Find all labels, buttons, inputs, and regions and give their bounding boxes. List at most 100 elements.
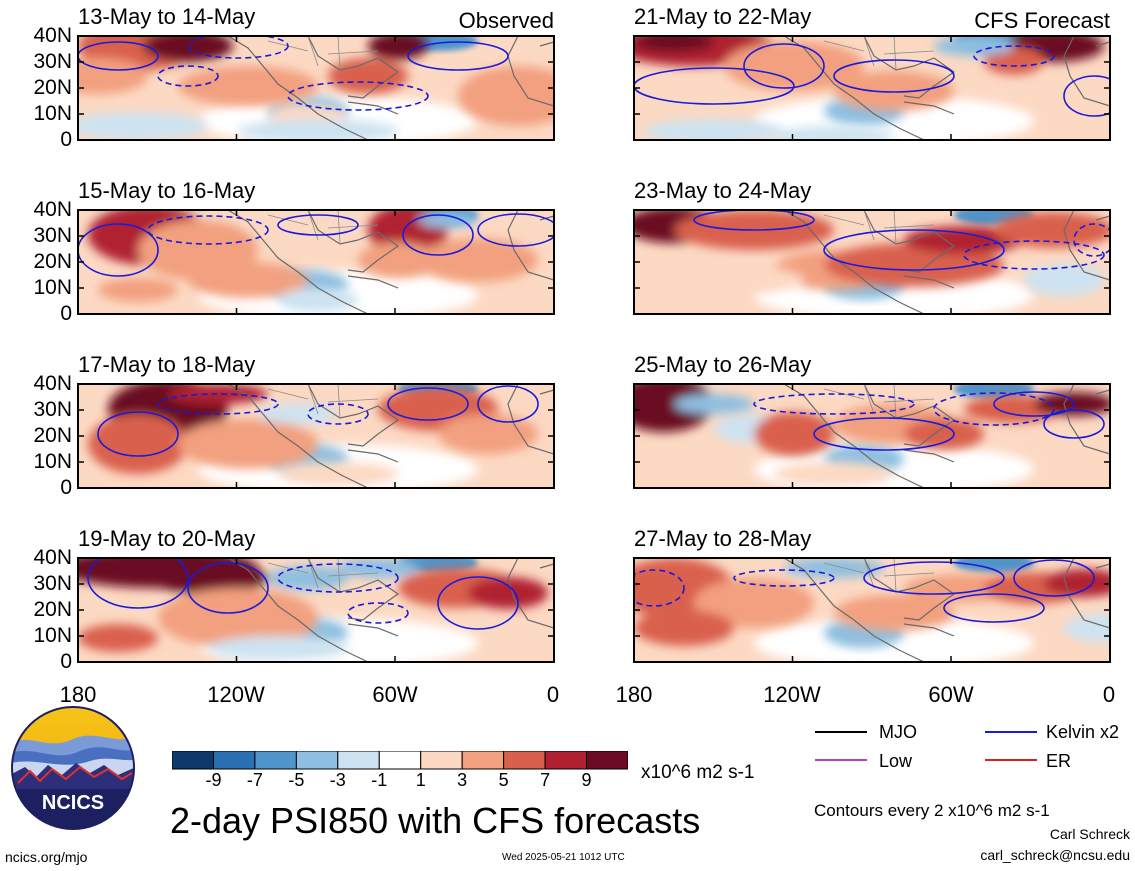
colorbar-label: -9 xyxy=(205,770,222,790)
legend-label-er: ER xyxy=(1046,751,1072,771)
x-tick-0-right: 0 xyxy=(1102,682,1116,707)
colorbar-label: -1 xyxy=(371,770,388,790)
kelvin-contour-negative xyxy=(973,45,1055,67)
field-anomaly xyxy=(258,404,338,424)
coastline-africa xyxy=(347,558,554,637)
state-borders xyxy=(267,210,379,245)
coastline-africa xyxy=(347,210,554,289)
kelvin-contour-positive xyxy=(87,558,189,609)
coastline-africa xyxy=(347,384,554,463)
field-anomaly xyxy=(468,577,548,609)
panel-title-2: 21-May to 22-May xyxy=(634,4,812,29)
field-anomaly xyxy=(418,238,538,282)
website-link[interactable]: ncics.org/mjo xyxy=(5,849,88,865)
state-borders xyxy=(267,558,379,593)
kelvin-contour-positive xyxy=(78,223,159,277)
y-tick-label: 40N xyxy=(33,198,72,221)
panel-tag-forecast: CFS Forecast xyxy=(974,8,1110,33)
field-anomaly xyxy=(634,36,714,52)
kelvin-contour-positive xyxy=(187,562,269,614)
panel-title-7: 19-May to 20-May xyxy=(78,526,256,551)
coastline-americas xyxy=(227,36,400,140)
kelvin-contour-positive xyxy=(813,417,955,451)
coastline-africa xyxy=(903,210,1110,289)
colorbar-swatch xyxy=(295,751,339,770)
field-anomaly xyxy=(1044,569,1110,597)
contour-note: Contours every 2 x10^6 m2 s-1 xyxy=(814,801,1050,820)
colorbar-label: 9 xyxy=(581,770,592,790)
map-panel xyxy=(633,35,1111,141)
field-anomaly xyxy=(674,394,754,414)
y-tick-label: 20N xyxy=(33,250,72,273)
field-anomaly xyxy=(634,610,734,646)
author-name: Carl Schreck xyxy=(1049,826,1130,842)
kelvin-contour-positive xyxy=(437,576,519,630)
field-anomaly xyxy=(88,414,188,474)
kelvin-contour-negative xyxy=(753,393,915,415)
y-tick-label: 30N xyxy=(33,50,72,73)
state-borders xyxy=(823,210,935,245)
kelvin-contour-positive xyxy=(277,214,359,236)
y-tick-label: 30N xyxy=(33,572,72,595)
kelvin-contour-positive xyxy=(1013,559,1095,597)
y-tick-label: 20N xyxy=(33,598,72,621)
panel-title-8: 27-May to 28-May xyxy=(634,526,812,551)
field-anomaly xyxy=(188,262,308,298)
field-anomaly xyxy=(278,288,358,312)
map-panel xyxy=(77,209,555,315)
colorbar-swatch xyxy=(254,751,297,770)
field-anomaly xyxy=(178,419,318,469)
state-borders xyxy=(823,384,935,419)
kelvin-contour-positive xyxy=(477,385,539,423)
map-panel xyxy=(633,557,1111,663)
field-anomaly xyxy=(418,212,478,228)
kelvin-contour-positive xyxy=(402,214,474,256)
colorbar xyxy=(172,751,628,770)
x-tick-60w-left: 60W xyxy=(372,682,418,707)
field-anomaly xyxy=(368,36,428,60)
colorbar-label: 1 xyxy=(415,770,426,790)
kelvin-contour-negative xyxy=(157,65,219,87)
field-anomaly xyxy=(644,119,784,140)
kelvin-contour-positive xyxy=(943,593,1045,623)
field-anomaly xyxy=(98,278,178,302)
coastline-americas xyxy=(227,384,400,488)
y-tick-label: 10N xyxy=(33,276,72,299)
y-tick-label: 0 xyxy=(60,128,72,151)
legend-label-kelvin: Kelvin x2 xyxy=(1046,722,1120,742)
field-anomaly xyxy=(904,226,1024,254)
kelvin-contour-positive xyxy=(993,391,1075,417)
map-panel xyxy=(633,383,1111,489)
kelvin-contour-positive xyxy=(78,41,159,71)
kelvin-contour-negative xyxy=(347,602,409,624)
kelvin-contour-positive xyxy=(863,561,1005,595)
kelvin-contour-negative xyxy=(157,393,279,415)
timestamp: Wed 2025-05-21 1012 UTC xyxy=(502,852,625,863)
kelvin-contour-positive xyxy=(407,41,509,71)
field-anomaly xyxy=(178,66,318,106)
panel-title-1: 13-May to 14-May xyxy=(78,4,256,29)
coastline-africa xyxy=(903,558,1110,637)
x-tick-120w-left: 120W xyxy=(207,682,265,707)
colorbar-label: 7 xyxy=(540,770,551,790)
coastline-americas xyxy=(783,558,956,662)
map-panel xyxy=(77,557,555,663)
field-anomaly xyxy=(328,58,408,94)
kelvin-contour-positive xyxy=(743,43,825,89)
x-tick-0-left: 0 xyxy=(546,682,560,707)
colorbar-swatch xyxy=(461,751,505,770)
field-anomaly xyxy=(664,266,804,294)
kelvin-contour-positive xyxy=(693,210,815,231)
logo-text: NCICS xyxy=(42,792,104,814)
y-tick-label: 10N xyxy=(33,102,72,125)
y-tick-label: 20N xyxy=(33,76,72,99)
field-anomaly xyxy=(78,112,208,140)
coastline-americas xyxy=(227,558,400,662)
kelvin-contour-positive xyxy=(97,411,179,457)
legend-lines xyxy=(815,731,1037,761)
field-negative xyxy=(954,558,1034,573)
map-panel xyxy=(633,209,1111,315)
ncics-logo: NCICS xyxy=(11,706,135,830)
panel-title-6: 25-May to 26-May xyxy=(634,352,812,377)
